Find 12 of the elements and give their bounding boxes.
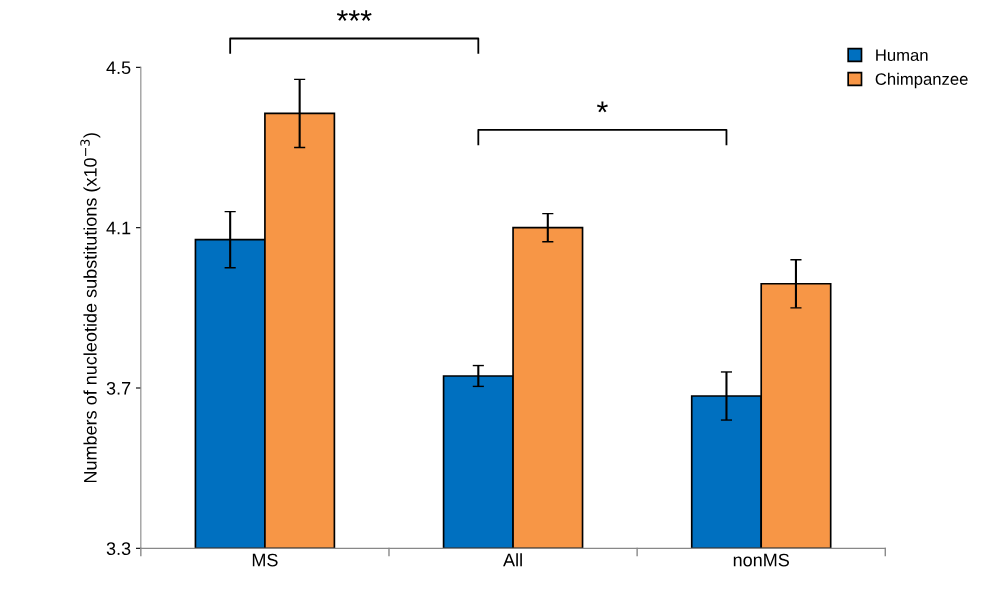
y-tick-label: 4.5 <box>106 61 131 75</box>
y-tick-label: 3.7 <box>106 381 131 395</box>
y-tick-label: 4.1 <box>106 221 131 235</box>
y-tick-label: 3.3 <box>106 542 131 556</box>
x-tick-label: nonMS <box>733 553 789 567</box>
legend-label: Human <box>876 49 928 62</box>
x-tick-label: MS <box>252 553 278 567</box>
x-tick-label: All <box>503 553 522 567</box>
annotation: * <box>596 101 608 113</box>
legend-label: Chimpanzee <box>875 72 968 89</box>
text: *** <box>336 10 372 21</box>
y-axis-title: Numbers of nucleotide substitutions (x10$^{−3}$) <box>80 133 101 483</box>
